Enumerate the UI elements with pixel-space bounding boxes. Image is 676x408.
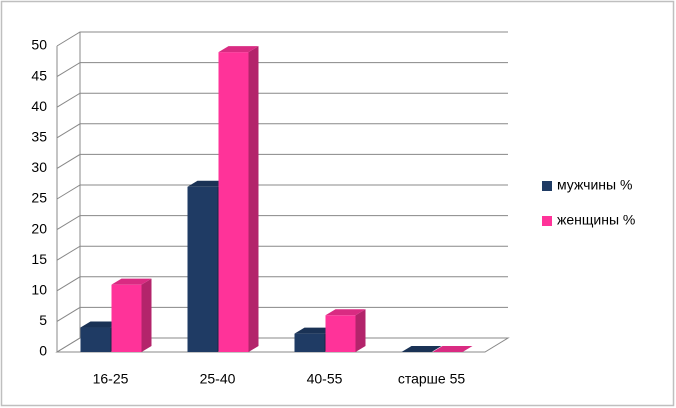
grid-line <box>56 306 508 322</box>
grid-line <box>56 184 508 200</box>
grid-line <box>56 276 508 292</box>
bar-top <box>325 309 366 316</box>
bar-top <box>187 180 228 187</box>
bar <box>111 278 152 352</box>
bar <box>401 346 442 352</box>
bar-top <box>401 346 442 352</box>
x-tick-label: 25-40 <box>200 371 236 387</box>
bar-top <box>294 327 335 334</box>
legend-swatch <box>542 181 552 191</box>
y-tick-label: 20 <box>31 220 47 236</box>
x-tick-label: старше 55 <box>398 371 466 387</box>
bar-front <box>294 333 325 352</box>
bar-top <box>80 321 121 328</box>
bar-top <box>432 346 473 352</box>
bar-top <box>218 46 259 53</box>
bar-top <box>111 278 152 285</box>
bar-front <box>218 52 249 353</box>
bar-front <box>325 315 356 352</box>
bar <box>325 309 366 352</box>
grid-line <box>56 245 508 261</box>
grid-line <box>56 153 508 169</box>
bar-side <box>355 309 366 352</box>
y-tick-label: 15 <box>31 251 47 267</box>
bar-side <box>248 46 259 353</box>
bar <box>432 346 473 352</box>
bar-side <box>141 278 152 352</box>
grid-line <box>56 31 508 47</box>
grid-line <box>56 123 508 139</box>
grid-line <box>56 92 508 108</box>
y-tick-label: 45 <box>31 67 47 83</box>
grid-line <box>56 215 508 231</box>
y-tick-label: 35 <box>31 129 47 145</box>
bar <box>80 321 121 352</box>
bar-front <box>111 284 142 352</box>
y-tick-label: 5 <box>39 312 47 328</box>
bar-front <box>80 327 111 352</box>
x-tick-label: 16-25 <box>93 371 129 387</box>
y-tick-label: 0 <box>39 343 47 359</box>
legend-swatch <box>542 216 552 226</box>
y-tick-label: 25 <box>31 190 47 206</box>
y-tick-label: 10 <box>31 282 47 298</box>
x-tick-label: 40-55 <box>307 371 343 387</box>
legend-label: женщины % <box>557 212 635 228</box>
y-tick-label: 50 <box>31 37 47 53</box>
grid-line <box>56 62 508 78</box>
bar <box>218 46 259 353</box>
y-tick-label: 30 <box>31 159 47 175</box>
y-tick-label: 40 <box>31 98 47 114</box>
bar-front <box>187 186 218 352</box>
legend-label: мужчины % <box>557 177 632 193</box>
